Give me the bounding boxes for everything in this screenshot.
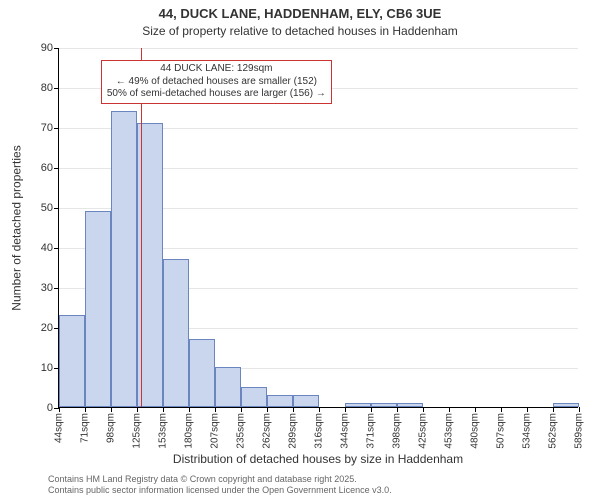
y-tick (54, 48, 59, 49)
footer-line1: Contains HM Land Registry data © Crown c… (48, 474, 392, 485)
x-tick (163, 407, 164, 412)
y-tick-label: 30 (41, 282, 53, 294)
x-axis-label: Distribution of detached houses by size … (58, 452, 578, 466)
footer-line2: Contains public sector information licen… (48, 485, 392, 496)
y-tick (54, 208, 59, 209)
y-tick (54, 168, 59, 169)
x-tick-label: 589sqm (574, 413, 585, 449)
y-tick-label: 0 (47, 402, 53, 414)
histogram-bar (85, 211, 111, 407)
y-tick-label: 90 (41, 42, 53, 54)
x-tick-label: 562sqm (548, 413, 559, 449)
y-tick (54, 88, 59, 89)
x-tick-label: 344sqm (340, 413, 351, 449)
y-tick-label: 10 (41, 362, 53, 374)
y-tick (54, 288, 59, 289)
callout-line: ← 49% of detached houses are smaller (15… (107, 76, 326, 89)
chart-subtitle: Size of property relative to detached ho… (0, 24, 600, 38)
plot-area: 010203040506070809044sqm71sqm98sqm125sqm… (58, 48, 578, 408)
callout-line: 50% of semi-detached houses are larger (… (107, 88, 326, 101)
x-tick-label: 289sqm (288, 413, 299, 449)
x-tick (59, 407, 60, 412)
x-tick (371, 407, 372, 412)
y-tick-label: 40 (41, 242, 53, 254)
histogram-bar (267, 395, 293, 407)
y-axis-label: Number of detached properties (10, 48, 24, 408)
x-tick (189, 407, 190, 412)
x-tick (475, 407, 476, 412)
x-tick-label: 316sqm (314, 413, 325, 449)
x-tick (527, 407, 528, 412)
x-tick-label: 425sqm (418, 413, 429, 449)
x-tick-label: 398sqm (392, 413, 403, 449)
histogram-bar (59, 315, 85, 407)
histogram-bar (371, 403, 397, 407)
x-tick-label: 180sqm (184, 413, 195, 449)
chart-container: 44, DUCK LANE, HADDENHAM, ELY, CB6 3UE S… (0, 0, 600, 500)
histogram-bar (111, 111, 137, 407)
x-tick-label: 262sqm (262, 413, 273, 449)
x-tick (267, 407, 268, 412)
histogram-bar (163, 259, 189, 407)
x-tick (449, 407, 450, 412)
x-tick (293, 407, 294, 412)
x-tick (501, 407, 502, 412)
callout-line: 44 DUCK LANE: 129sqm (107, 63, 326, 76)
x-tick (85, 407, 86, 412)
x-tick-label: 98sqm (106, 413, 117, 443)
x-tick-label: 153sqm (158, 413, 169, 449)
y-tick (54, 248, 59, 249)
footer-attribution: Contains HM Land Registry data © Crown c… (48, 474, 392, 496)
x-tick (553, 407, 554, 412)
x-tick-label: 371sqm (366, 413, 377, 449)
x-tick-label: 534sqm (522, 413, 533, 449)
x-tick-label: 507sqm (496, 413, 507, 449)
y-gridline (59, 48, 578, 49)
x-tick (241, 407, 242, 412)
x-tick (137, 407, 138, 412)
histogram-bar (397, 403, 423, 407)
x-tick (111, 407, 112, 412)
y-tick (54, 128, 59, 129)
histogram-bar (553, 403, 579, 407)
x-tick (345, 407, 346, 412)
x-tick (397, 407, 398, 412)
chart-title: 44, DUCK LANE, HADDENHAM, ELY, CB6 3UE (0, 6, 600, 21)
x-tick (215, 407, 216, 412)
x-tick-label: 207sqm (210, 413, 221, 449)
histogram-bar (241, 387, 267, 407)
histogram-bar (189, 339, 215, 407)
y-tick-label: 50 (41, 202, 53, 214)
y-tick-label: 80 (41, 82, 53, 94)
histogram-bar (215, 367, 241, 407)
x-tick-label: 480sqm (470, 413, 481, 449)
y-tick-label: 20 (41, 322, 53, 334)
x-tick-label: 71sqm (80, 413, 91, 443)
x-tick-label: 44sqm (54, 413, 65, 443)
x-tick-label: 453sqm (444, 413, 455, 449)
x-tick (319, 407, 320, 412)
histogram-bar (293, 395, 319, 407)
x-tick-label: 235sqm (236, 413, 247, 449)
x-tick-label: 125sqm (132, 413, 143, 449)
x-tick (423, 407, 424, 412)
histogram-bar (345, 403, 371, 407)
x-tick (579, 407, 580, 412)
y-tick-label: 60 (41, 162, 53, 174)
y-tick-label: 70 (41, 122, 53, 134)
callout-box: 44 DUCK LANE: 129sqm← 49% of detached ho… (101, 60, 332, 104)
